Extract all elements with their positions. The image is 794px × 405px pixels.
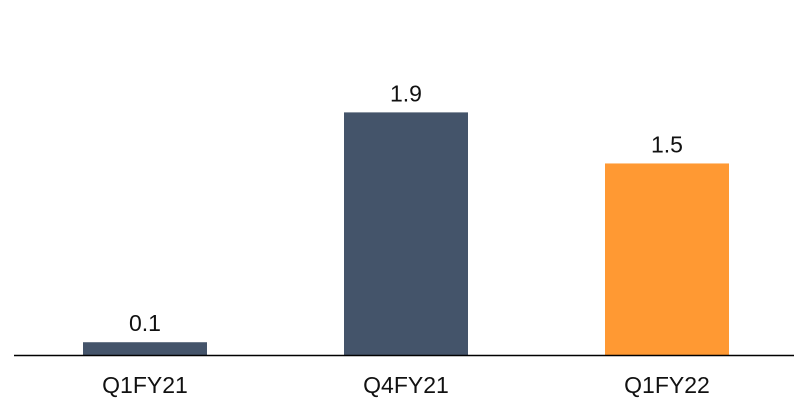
x-tick-label-q4fy21: Q4FY21 (363, 372, 449, 398)
x-tick-labels-group: Q1FY21 Q4FY21 Q1FY22 (102, 372, 710, 398)
data-label-q1fy22: 1.5 (651, 131, 683, 157)
data-label-q4fy21: 1.9 (390, 80, 422, 106)
bars-group (83, 112, 729, 355)
bar-q1fy22 (605, 163, 729, 355)
bar-q4fy21 (344, 112, 468, 355)
data-label-q1fy21: 0.1 (129, 310, 161, 336)
bar-q1fy21 (83, 342, 207, 355)
x-tick-label-q1fy22: Q1FY22 (624, 372, 710, 398)
data-labels-group: 0.1 1.9 1.5 (129, 80, 683, 336)
x-tick-label-q1fy21: Q1FY21 (102, 372, 188, 398)
